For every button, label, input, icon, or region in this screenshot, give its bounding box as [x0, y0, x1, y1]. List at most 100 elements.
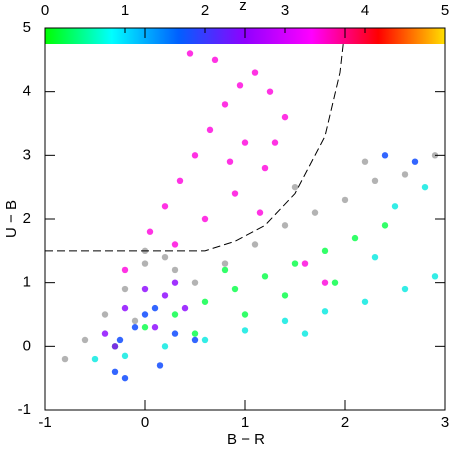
point [231, 285, 239, 293]
point [401, 171, 409, 178]
point [236, 82, 244, 89]
point [281, 292, 289, 299]
point [191, 336, 199, 344]
point [261, 273, 269, 280]
point [431, 273, 439, 280]
point [231, 190, 239, 197]
y-tick-label: 5 [23, 19, 31, 36]
point [161, 254, 169, 261]
y-tick-label: -1 [18, 401, 31, 418]
point [321, 247, 329, 255]
point [141, 311, 149, 318]
point [241, 311, 249, 318]
colorbar-tick-label: 4 [361, 2, 369, 19]
point [186, 50, 194, 57]
point [331, 279, 339, 286]
point [161, 292, 169, 299]
point [141, 324, 149, 331]
colorbar-tick-label: 2 [201, 2, 209, 19]
point [371, 254, 379, 261]
colorbar-label: z [239, 0, 247, 14]
point [371, 177, 379, 184]
point [261, 164, 269, 172]
point [81, 336, 89, 344]
point [151, 304, 159, 312]
y-tick-label: 4 [23, 83, 31, 100]
point [311, 209, 319, 216]
point [281, 113, 289, 121]
point [151, 324, 159, 331]
point [281, 317, 289, 325]
x-tick-label: 2 [341, 414, 349, 431]
point [361, 298, 369, 305]
point [321, 279, 329, 286]
point [421, 183, 429, 191]
point [171, 311, 179, 318]
point [401, 285, 409, 293]
point [131, 324, 139, 331]
point [61, 355, 69, 363]
point [141, 285, 149, 293]
point [221, 266, 229, 274]
point [381, 222, 389, 229]
colorbar-tick-label: 1 [121, 2, 129, 19]
point [161, 343, 169, 350]
point [121, 374, 129, 382]
point [206, 126, 214, 134]
point [241, 327, 249, 334]
point [251, 69, 259, 76]
point [301, 260, 309, 267]
point [176, 177, 184, 184]
point [191, 330, 199, 337]
point [101, 330, 109, 337]
colorbar-tick-label: 3 [281, 2, 289, 19]
y-tick-label: 3 [23, 146, 31, 163]
point [191, 279, 199, 286]
point [191, 152, 199, 159]
y-tick-label: 1 [23, 274, 31, 291]
point [221, 260, 229, 267]
y-tick-label: 2 [23, 210, 31, 227]
point [266, 88, 274, 95]
x-tick-label: 1 [241, 414, 249, 431]
y-axis-label: U − B [3, 200, 20, 238]
point [156, 362, 164, 369]
x-tick-label: 3 [441, 414, 449, 431]
dashed-curve [45, 27, 346, 252]
point [341, 196, 349, 204]
point [161, 203, 169, 210]
point [201, 336, 209, 344]
point [301, 330, 309, 337]
point [291, 183, 299, 191]
point [121, 266, 129, 274]
point [201, 298, 209, 305]
point [201, 215, 209, 223]
point [361, 158, 369, 165]
point [131, 317, 139, 325]
point [271, 139, 279, 146]
point [111, 343, 119, 350]
point [171, 266, 179, 274]
point [91, 355, 99, 363]
point [121, 285, 129, 293]
point [381, 152, 389, 159]
point [281, 222, 289, 229]
plot-frame [44, 27, 446, 411]
colorbar-tick-label: 0 [41, 2, 49, 19]
point [171, 330, 179, 337]
x-tick-label: 0 [141, 414, 149, 431]
point [226, 158, 234, 165]
point [101, 311, 109, 318]
point [291, 260, 299, 267]
point [141, 260, 149, 267]
point [221, 101, 229, 108]
x-axis-label: B − R [227, 431, 265, 448]
point [121, 304, 129, 312]
point [256, 209, 264, 216]
point [411, 158, 419, 165]
point [121, 352, 129, 360]
point [116, 336, 124, 344]
point [146, 228, 154, 235]
point [391, 203, 399, 210]
